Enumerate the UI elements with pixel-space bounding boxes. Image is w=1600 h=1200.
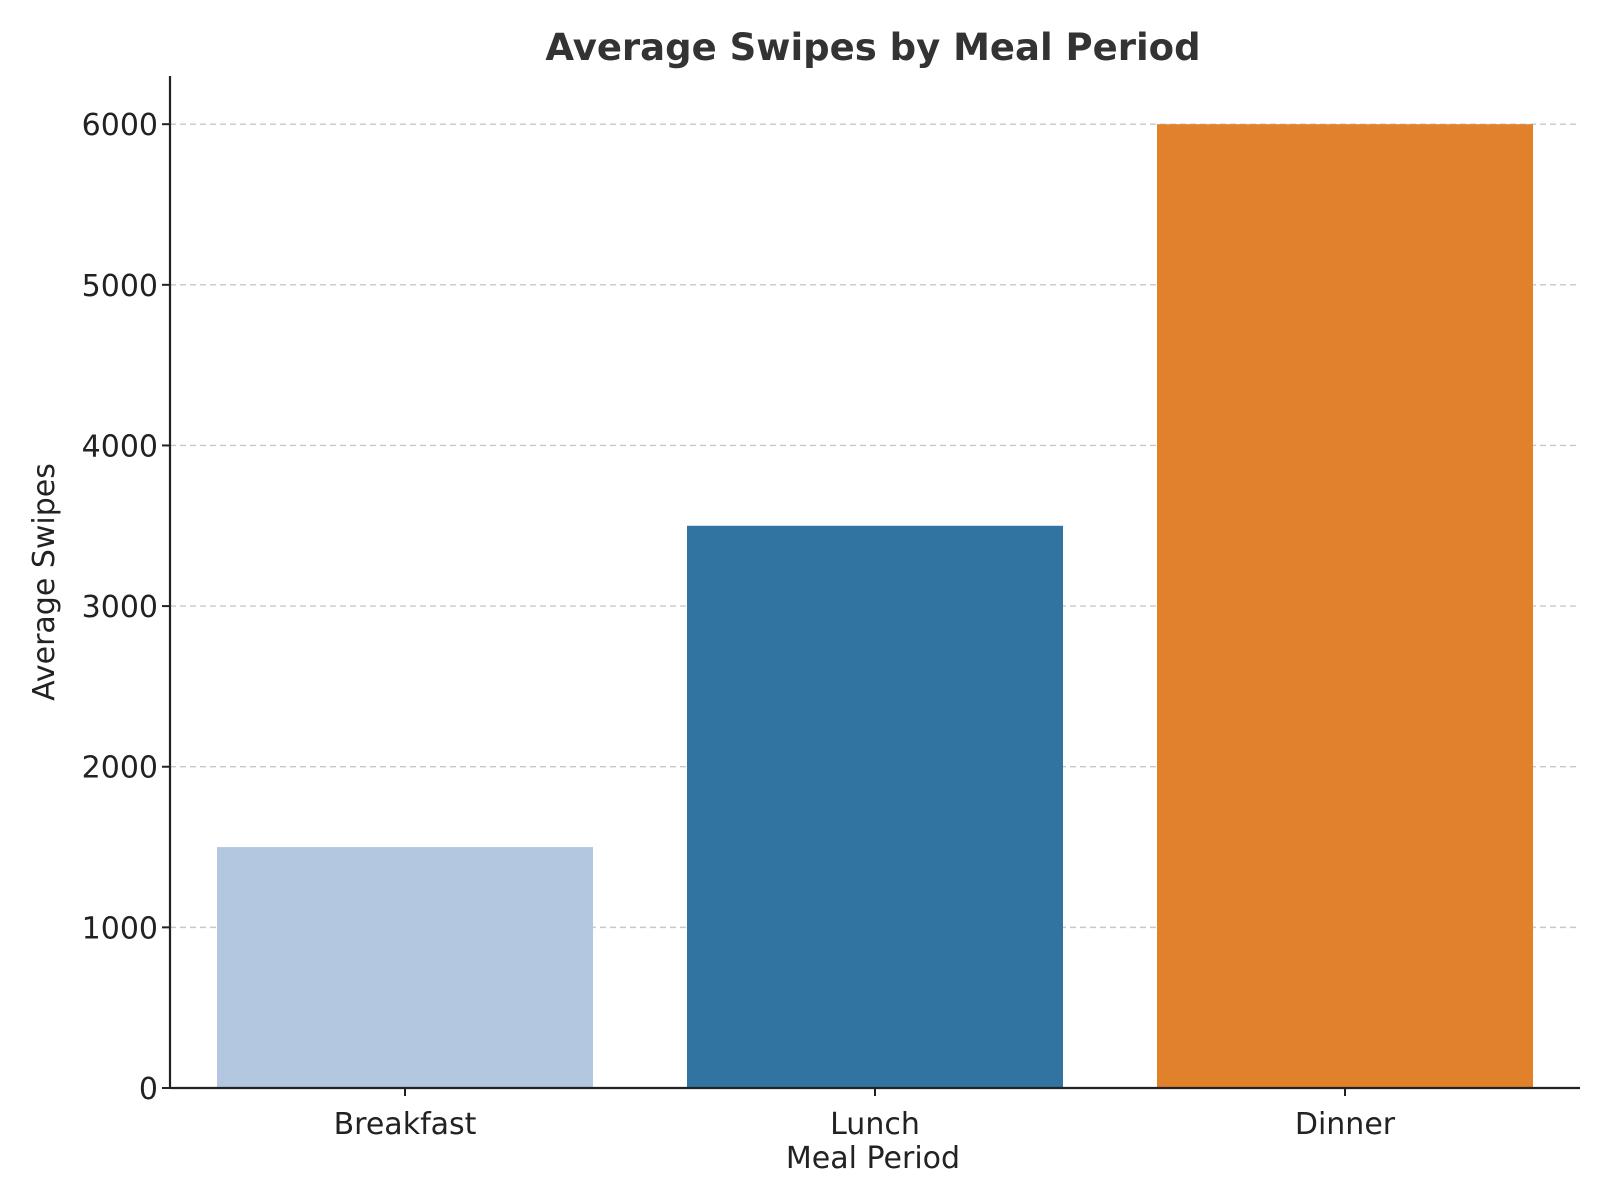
y-tick-label: 5000	[82, 269, 158, 304]
x-tick-label: Breakfast	[334, 1107, 477, 1142]
bar-breakfast	[217, 847, 593, 1088]
x-tick-label: Lunch	[830, 1107, 920, 1142]
y-ticks: 0 1000 2000 3000 4000 5000 6000	[82, 108, 170, 1107]
bar-dinner	[1157, 124, 1533, 1088]
y-tick-label: 6000	[82, 108, 158, 143]
x-ticks: Breakfast Lunch Dinner	[334, 1088, 1396, 1142]
chart-title: Average Swipes by Meal Period	[545, 26, 1200, 69]
y-tick-label: 4000	[82, 429, 158, 464]
y-tick-label: 3000	[82, 590, 158, 625]
bar-lunch	[687, 525, 1063, 1088]
y-tick-label: 1000	[82, 911, 158, 946]
x-tick-label: Dinner	[1295, 1107, 1396, 1142]
y-tick-label: 0	[139, 1072, 158, 1107]
x-axis-label: Meal Period	[786, 1141, 960, 1176]
y-tick-label: 2000	[82, 751, 158, 786]
y-axis-label: Average Swipes	[27, 463, 62, 701]
bars	[217, 124, 1533, 1088]
